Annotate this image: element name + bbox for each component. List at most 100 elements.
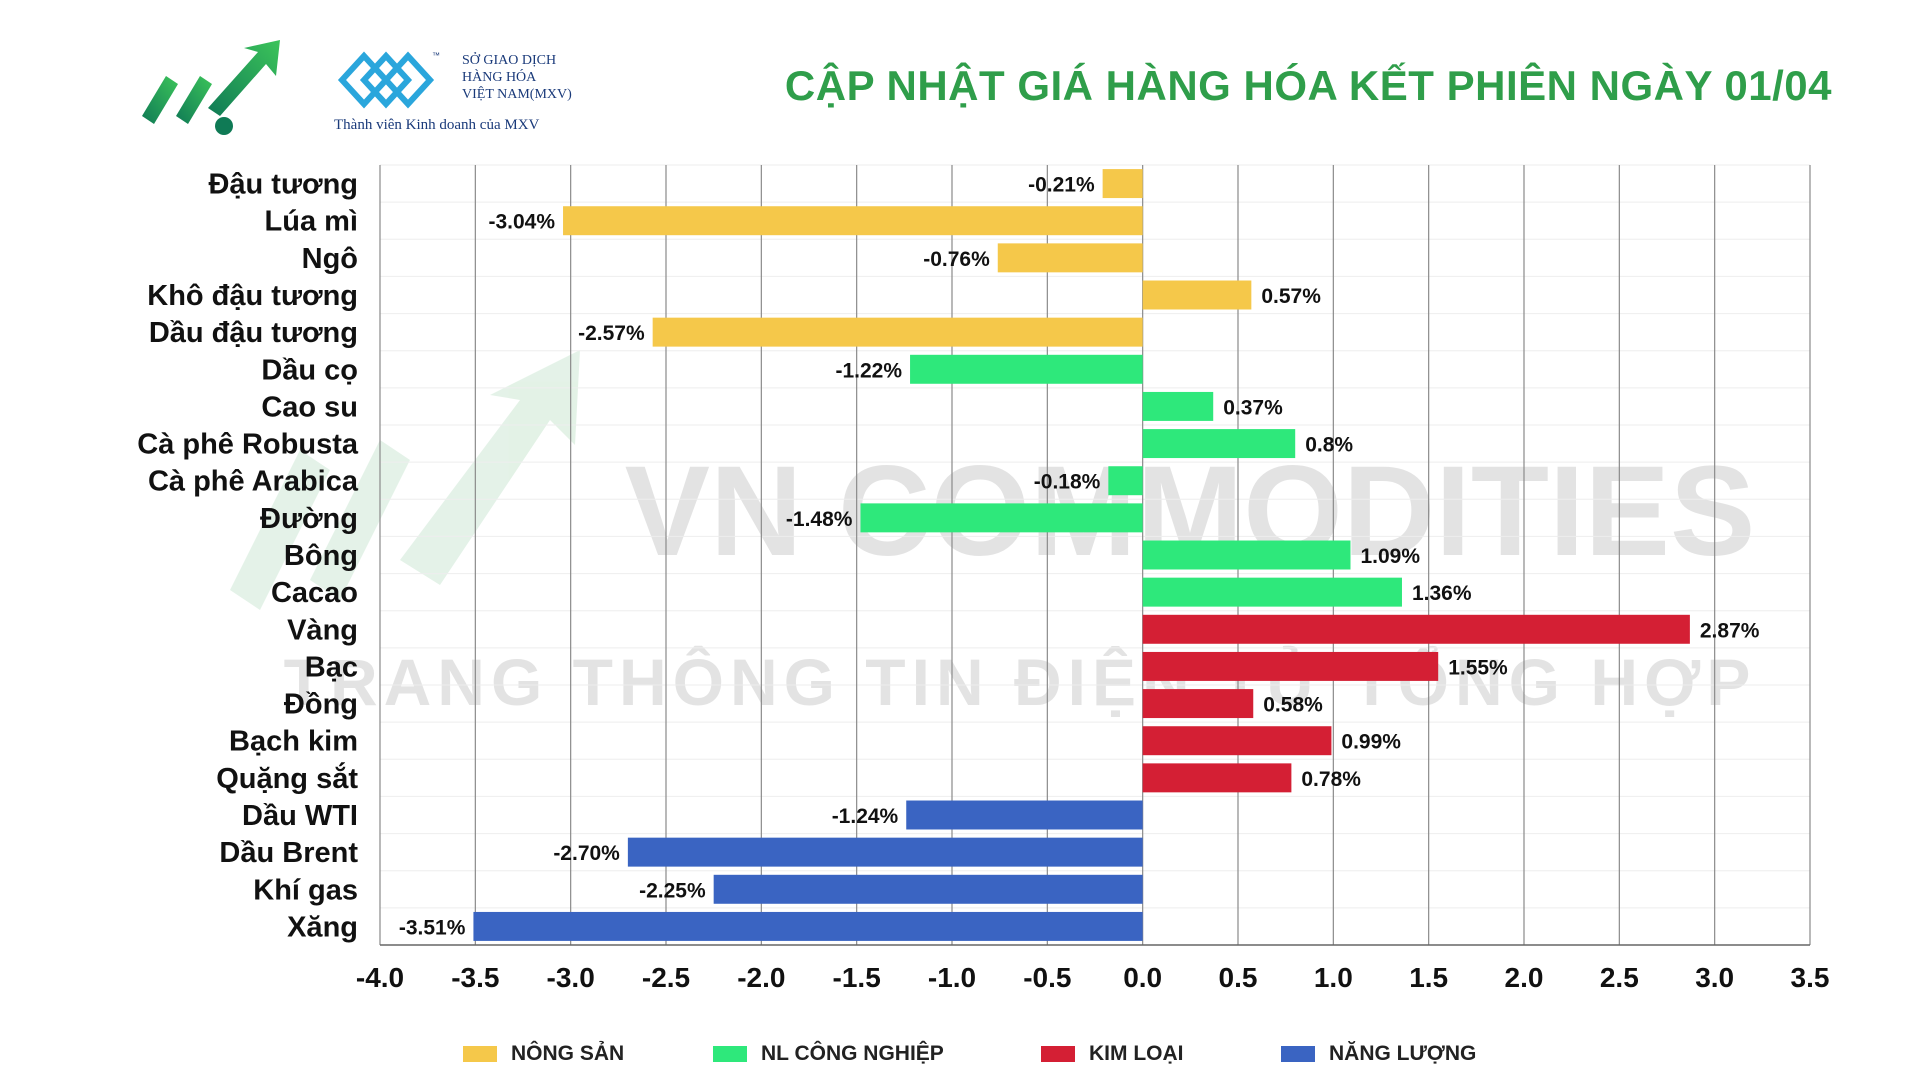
x-tick-label: -1.0 [928, 962, 976, 993]
category-label: Khí gas [253, 874, 358, 906]
data-label: -3.04% [488, 211, 555, 234]
category-label: Bông [284, 540, 358, 572]
x-tick-label: 3.5 [1791, 962, 1830, 993]
bar [997, 243, 1143, 273]
legend-label: NL CÔNG NGHIỆP [761, 1042, 944, 1065]
category-label: Cao su [261, 391, 358, 423]
x-tick-label: -2.0 [737, 962, 785, 993]
data-label: 2.87% [1700, 619, 1760, 642]
data-label: 0.37% [1223, 396, 1283, 419]
bar [1142, 429, 1296, 459]
category-label: Dầu đậu tương [149, 317, 358, 349]
x-tick-label: -4.0 [356, 962, 404, 993]
exchange-name-line: SỞ GIAO DỊCH [462, 53, 557, 68]
data-label: -3.51% [399, 916, 466, 939]
bar [860, 503, 1143, 533]
category-label: Đậu tương [208, 169, 358, 201]
x-tick-label: -3.5 [451, 962, 499, 993]
bar [1142, 540, 1351, 570]
data-label: 0.8% [1305, 434, 1353, 457]
bar [652, 317, 1143, 347]
bar [906, 800, 1143, 830]
x-tick-label: -2.5 [642, 962, 690, 993]
watermark-arrow-icon [230, 350, 580, 610]
x-tick-label: 0.0 [1123, 962, 1162, 993]
x-tick-label: -1.5 [833, 962, 881, 993]
x-tick-label: 2.5 [1600, 962, 1639, 993]
bar [1142, 280, 1252, 310]
category-label: Cà phê Arabica [148, 466, 359, 498]
data-label: 1.55% [1448, 656, 1508, 679]
category-label: Dầu cọ [261, 354, 358, 386]
legend-swatch [463, 1046, 497, 1062]
bar [627, 837, 1143, 867]
exchange-name: SỞ GIAO DỊCH HÀNG HÓA VIỆT NAM(MXV) [462, 52, 572, 103]
data-label: 0.99% [1341, 731, 1401, 754]
bar [1142, 577, 1402, 607]
category-label: Khô đậu tương [147, 280, 358, 312]
watermark: VN COMMODITIES TRANG THÔNG TIN ĐIỆN TỬ T… [230, 350, 1757, 719]
legend-swatch [1041, 1046, 1075, 1062]
category-label: Bạch kim [229, 726, 358, 758]
member-text: Thành viên Kinh doanh của MXV [334, 117, 540, 133]
x-tick-label: 2.0 [1505, 962, 1544, 993]
bar [473, 911, 1143, 941]
legend-item-nang-luong: NĂNG LƯỢNG [1281, 1042, 1476, 1066]
legend-swatch [713, 1046, 747, 1062]
x-tick-label: -3.0 [547, 962, 595, 993]
x-tick-label: 1.0 [1314, 962, 1353, 993]
bar [910, 354, 1143, 384]
x-tick-label: 0.5 [1219, 962, 1258, 993]
data-label: 0.58% [1263, 694, 1323, 717]
exchange-name-line: VIỆT NAM(MXV) [462, 87, 572, 102]
bar [1142, 391, 1214, 421]
bar [1142, 726, 1332, 756]
category-label: Cà phê Robusta [137, 429, 359, 461]
legend-item-nong-san: NÔNG SẢN [463, 1042, 624, 1066]
category-label: Lúa mì [265, 206, 358, 238]
bar [1108, 466, 1143, 496]
x-tick-label: -0.5 [1023, 962, 1071, 993]
category-label: Cacao [271, 577, 358, 609]
mxv-logo-icon: ™ [337, 51, 440, 109]
data-label: -1.22% [836, 359, 903, 382]
bar [1142, 651, 1439, 681]
category-label: Ngô [302, 243, 358, 275]
bar [1142, 763, 1292, 793]
data-label: -1.24% [832, 805, 899, 828]
x-tick-label: 1.5 [1409, 962, 1448, 993]
legend-swatch [1281, 1046, 1315, 1062]
category-label: Đồng [284, 689, 358, 721]
page-title: CẬP NHẬT GIÁ HÀNG HÓA KẾT PHIÊN NGÀY 01/… [784, 62, 1832, 109]
category-label: Bạc [305, 651, 358, 683]
bar [1142, 614, 1690, 644]
bar [1142, 689, 1254, 719]
legend-label: NĂNG LƯỢNG [1329, 1042, 1477, 1065]
category-label: Quặng sắt [216, 761, 358, 795]
data-label: -0.18% [1034, 471, 1101, 494]
legend-label: NÔNG SẢN [511, 1042, 625, 1065]
x-tick-label: 3.0 [1695, 962, 1734, 993]
data-label: -2.57% [578, 322, 645, 345]
data-label: -2.70% [553, 842, 620, 865]
bar [563, 206, 1143, 236]
category-label: Dầu WTI [242, 800, 358, 832]
category-label: Xăng [287, 911, 358, 943]
data-label: 0.78% [1301, 768, 1361, 791]
data-label: 1.09% [1360, 545, 1420, 568]
data-label: -0.21% [1028, 174, 1095, 197]
category-label: Đường [260, 503, 358, 535]
category-label: Vàng [287, 614, 358, 646]
data-label: -1.48% [786, 508, 853, 531]
watermark-line-2: TRANG THÔNG TIN ĐIỆN TỬ TỔNG HỢP [284, 645, 1757, 719]
legend-item-nl-cong-nghiep: NL CÔNG NGHIỆP [713, 1042, 944, 1066]
data-label: 0.57% [1261, 285, 1321, 308]
legend-label: KIM LOẠI [1089, 1042, 1184, 1065]
brand-logo-icon [142, 40, 280, 135]
legend-item-kim-loai: KIM LOẠI [1041, 1042, 1184, 1066]
data-label: -0.76% [923, 248, 990, 271]
exchange-name-line: HÀNG HÓA [462, 70, 537, 85]
svg-text:™: ™ [432, 51, 440, 60]
data-label: 1.36% [1412, 582, 1472, 605]
